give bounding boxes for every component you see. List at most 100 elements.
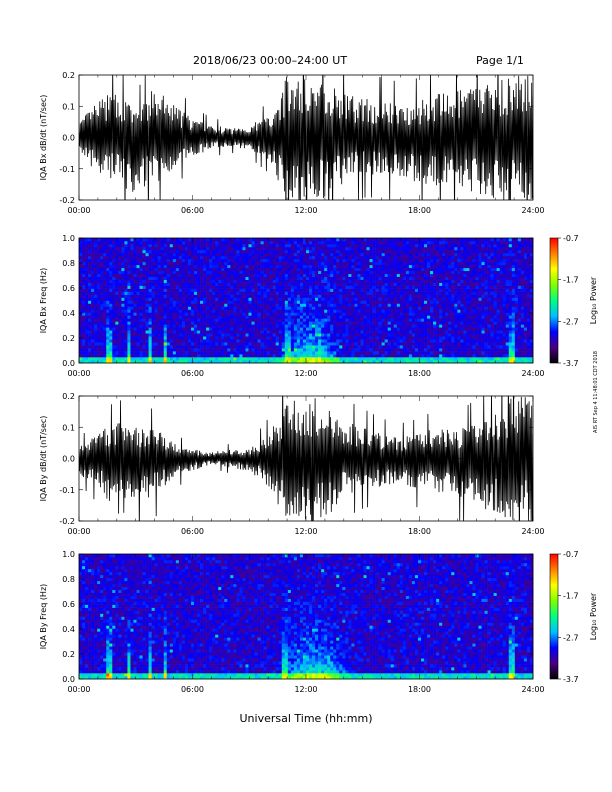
heat-cell xyxy=(321,357,325,361)
heat-cell xyxy=(366,282,370,286)
heat-cell xyxy=(142,264,146,269)
heat-cell xyxy=(127,354,131,358)
heat-cell xyxy=(345,312,349,316)
heat-cell xyxy=(381,279,385,283)
heat-cell xyxy=(227,312,231,316)
heat-cell xyxy=(230,351,234,355)
heat-cell xyxy=(324,327,328,331)
heat-cell xyxy=(118,279,122,283)
heat-cell xyxy=(118,336,122,340)
heat-cell xyxy=(209,306,213,310)
heat-cell xyxy=(417,321,422,325)
heat-cell xyxy=(296,267,301,272)
heat-cell xyxy=(178,285,183,289)
heat-cell xyxy=(293,279,298,283)
heat-cell xyxy=(375,306,379,310)
heat-cell xyxy=(354,354,358,358)
heat-cell xyxy=(197,264,201,269)
heat-cell xyxy=(245,354,249,358)
heat-cell xyxy=(127,348,131,352)
heat-cell xyxy=(327,267,331,272)
heat-cell xyxy=(151,282,155,286)
heat-cell xyxy=(224,330,228,334)
heat-cell xyxy=(163,339,168,343)
heat-cell xyxy=(417,252,422,257)
heat-cell xyxy=(200,345,204,349)
heat-cell xyxy=(266,279,270,283)
heat-cell xyxy=(427,330,431,334)
heat-cell xyxy=(118,333,122,337)
heat-cell xyxy=(354,318,358,322)
heat-cell xyxy=(242,318,246,322)
y-tick-label: 0.1 xyxy=(62,102,75,111)
heat-cell xyxy=(348,303,352,307)
heat-cell xyxy=(121,315,125,319)
heat-cell xyxy=(312,330,316,334)
heat-cell xyxy=(206,312,210,316)
heat-cell xyxy=(312,294,316,298)
heat-cell xyxy=(227,258,231,263)
heat-cell xyxy=(239,246,243,251)
heat-cell xyxy=(197,330,201,334)
heat-cell xyxy=(251,315,255,319)
heat-cell xyxy=(399,267,404,272)
heat-cell xyxy=(190,306,195,310)
heat-cell xyxy=(421,291,425,295)
heat-cell xyxy=(212,333,216,337)
heat-cell xyxy=(218,339,222,343)
heat-cell xyxy=(360,288,364,292)
heat-cell xyxy=(369,354,373,358)
heat-cell xyxy=(354,360,358,364)
heat-cell xyxy=(212,327,216,331)
heat-cell xyxy=(227,297,231,301)
heat-cell xyxy=(245,276,249,280)
heat-cell xyxy=(218,279,222,283)
heat-cell xyxy=(348,324,352,328)
heat-cell xyxy=(360,276,364,280)
heat-cell xyxy=(154,288,158,292)
heat-cell xyxy=(103,264,107,269)
heat-cell xyxy=(278,261,283,266)
heat-cell xyxy=(396,279,401,283)
heat-cell xyxy=(330,306,334,310)
heat-cell xyxy=(254,240,258,245)
heat-cell xyxy=(242,324,246,328)
heat-cell xyxy=(127,306,131,310)
heat-cell xyxy=(112,300,116,304)
heat-cell xyxy=(348,342,352,346)
heat-cell xyxy=(82,303,86,307)
heat-cell xyxy=(427,246,431,251)
heat-cell xyxy=(218,294,222,298)
heat-cell xyxy=(184,258,189,263)
heat-cell xyxy=(239,282,243,286)
heat-cell xyxy=(309,285,313,289)
heat-cell xyxy=(354,324,358,328)
heat-cell xyxy=(411,261,416,266)
heat-cell xyxy=(194,312,198,316)
heat-cell xyxy=(190,321,195,325)
heat-cell xyxy=(281,240,286,245)
heat-cell xyxy=(218,270,222,275)
heat-cell xyxy=(321,294,325,298)
heat-cell xyxy=(278,282,283,286)
heat-cell xyxy=(218,348,222,352)
heat-cell xyxy=(203,264,207,269)
heat-cell xyxy=(366,264,370,269)
heat-cell xyxy=(160,294,165,298)
heat-cell xyxy=(312,324,316,328)
heat-cell xyxy=(94,351,98,355)
heat-cell xyxy=(257,276,261,280)
heat-cell xyxy=(309,336,313,340)
heat-cell xyxy=(402,315,407,319)
heat-cell xyxy=(233,312,237,316)
heat-cell xyxy=(321,273,325,277)
heat-cell xyxy=(281,258,286,263)
heat-cell xyxy=(172,321,177,325)
heat-cell xyxy=(88,336,92,340)
heat-cell xyxy=(408,294,413,298)
heat-cell xyxy=(263,357,267,361)
heat-cell xyxy=(245,357,249,361)
heat-cell xyxy=(130,345,134,349)
heat-cell xyxy=(166,288,171,292)
heat-cell xyxy=(127,267,131,272)
